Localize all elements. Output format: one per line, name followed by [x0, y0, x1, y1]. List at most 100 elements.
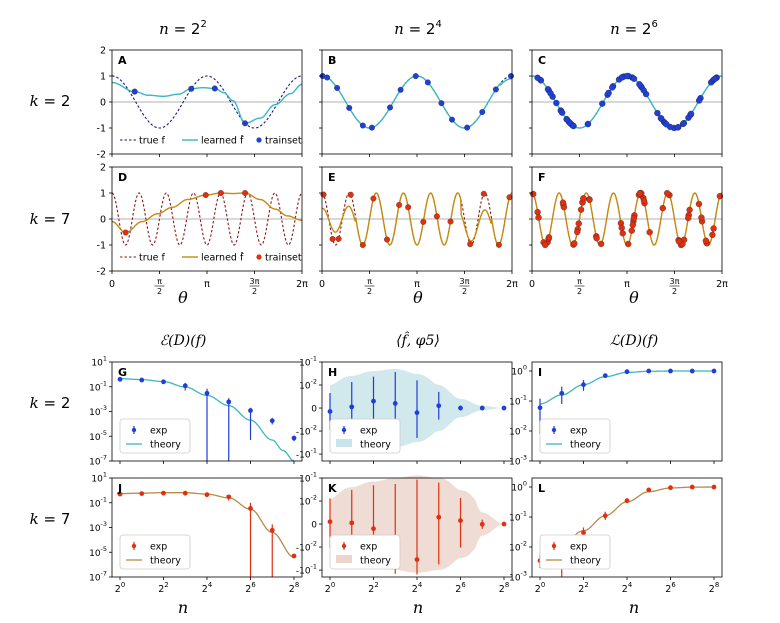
x-tick-label: 0: [319, 279, 325, 290]
tick-label: 10-3: [509, 454, 527, 468]
exp-point: [392, 401, 398, 406]
bottom-title-1: ℰ(D)(f): [160, 333, 207, 349]
trainset-point: [334, 84, 341, 91]
x-tick-label: 2: [157, 287, 162, 296]
learned-f-series: [321, 192, 513, 246]
tick-label: 22: [578, 581, 588, 595]
trainset-point: [586, 196, 593, 203]
x-tick-label: 2: [252, 287, 257, 296]
x-tick-label: π: [414, 279, 420, 290]
exp-point: [581, 530, 586, 536]
tick-label: 20: [115, 581, 125, 595]
x-tick-label: π: [624, 279, 630, 290]
row-label-2: k = 7: [30, 210, 71, 228]
column-header-3: n = 26: [610, 19, 658, 38]
panel-letter-E: E: [328, 171, 336, 184]
x-tick-label: 2π: [716, 279, 728, 290]
trainset-point: [217, 190, 224, 196]
y-tick-label: -2: [97, 150, 106, 161]
trainset-point: [686, 206, 693, 214]
exp-point: [139, 377, 145, 383]
trainset-point: [545, 234, 553, 241]
legend-exp-label: exp: [570, 426, 587, 437]
exp-point: [269, 418, 275, 424]
exp-point: [602, 373, 608, 379]
exp-point: [602, 513, 608, 519]
row-label-3: k = 2: [30, 394, 71, 412]
legend-true-f-label: true f: [139, 136, 166, 147]
exp-point: [646, 487, 652, 493]
trainset-point: [412, 73, 419, 80]
bottom-title-2: ⟨f̂, φ5⟩: [396, 331, 440, 349]
panel-C: C: [529, 49, 723, 157]
trainset-point: [188, 85, 195, 92]
x-tick-label: 3π: [250, 277, 260, 286]
legend-theory-swatch: [336, 439, 352, 447]
trainset-point: [695, 200, 703, 208]
panel-I: I 10-3 10-2 10-1 100 exp theory: [509, 361, 723, 468]
trainset-point: [329, 236, 336, 242]
legend-exp-label: exp: [360, 426, 377, 437]
trainset-point: [534, 208, 541, 216]
tick-label: 10-7: [89, 454, 107, 468]
trainset-point: [711, 75, 719, 82]
trainset-point: [629, 221, 636, 229]
panel-K: K 10-1 10-2 0 -10-2 -10-1 20 22 24 26 28 exp theory: [296, 471, 513, 595]
trainset-point: [680, 120, 687, 127]
trainset-point: [663, 121, 670, 128]
exp-point: [581, 382, 586, 388]
legend-theory-label: theory: [360, 440, 391, 451]
legend-learned-label: learned f̂: [201, 252, 245, 264]
legend-exp-dot: [551, 543, 557, 549]
exp-point: [226, 399, 232, 405]
trainset-point: [534, 74, 541, 81]
exp-point: [371, 526, 376, 532]
y-tick-label: 0: [100, 98, 106, 109]
trainset-point: [659, 204, 666, 212]
legend-exp-label: exp: [150, 426, 167, 437]
trainset-point: [447, 218, 454, 225]
exp-point: [327, 409, 333, 414]
trainset-point: [674, 124, 682, 131]
panel-G: G 10-7 10-5 10-3 10-1 101 exp theory: [89, 355, 303, 468]
trainset-point: [346, 104, 353, 111]
trainset-point: [242, 120, 248, 127]
theta-axis-label-1: θ: [178, 288, 188, 307]
trainset-point: [716, 192, 724, 200]
x-tick-label: 2: [577, 287, 582, 296]
trainset-point: [698, 214, 705, 221]
y-tick-label: 2: [100, 163, 106, 174]
exp-point: [414, 557, 420, 562]
y-tick-label: 1: [100, 72, 106, 83]
tick-label: 10-2: [299, 494, 317, 508]
exp-point: [182, 383, 188, 389]
trainset-point: [359, 122, 366, 129]
panel-letter-I: I: [538, 366, 542, 379]
exp-point: [458, 405, 463, 411]
exp-point: [327, 519, 333, 525]
trainset-point: [709, 231, 716, 238]
learned-f-series: [111, 81, 303, 125]
trainset-point: [584, 120, 592, 128]
y-tick-label: -1: [97, 241, 106, 252]
exp-point: [204, 492, 210, 498]
trainset-point: [535, 214, 542, 221]
exp-point: [689, 484, 695, 490]
learned-f-series: [111, 192, 303, 234]
trainset-point: [628, 227, 635, 234]
y-tick-label: 0: [100, 215, 106, 226]
panel-B: B: [319, 49, 514, 157]
row-label-1: k = 2: [30, 92, 71, 110]
exp-point: [269, 527, 275, 533]
trainset-point: [640, 197, 648, 204]
trainset-point: [464, 124, 471, 131]
true-f-series: [111, 75, 303, 129]
trainset-point: [467, 241, 474, 248]
exp-point: [559, 390, 565, 396]
x-tick-label: 2π: [296, 279, 308, 290]
x-tick-label: 3π: [670, 277, 680, 286]
trainset-point: [420, 218, 427, 225]
x-tick-label: 2: [672, 287, 677, 296]
